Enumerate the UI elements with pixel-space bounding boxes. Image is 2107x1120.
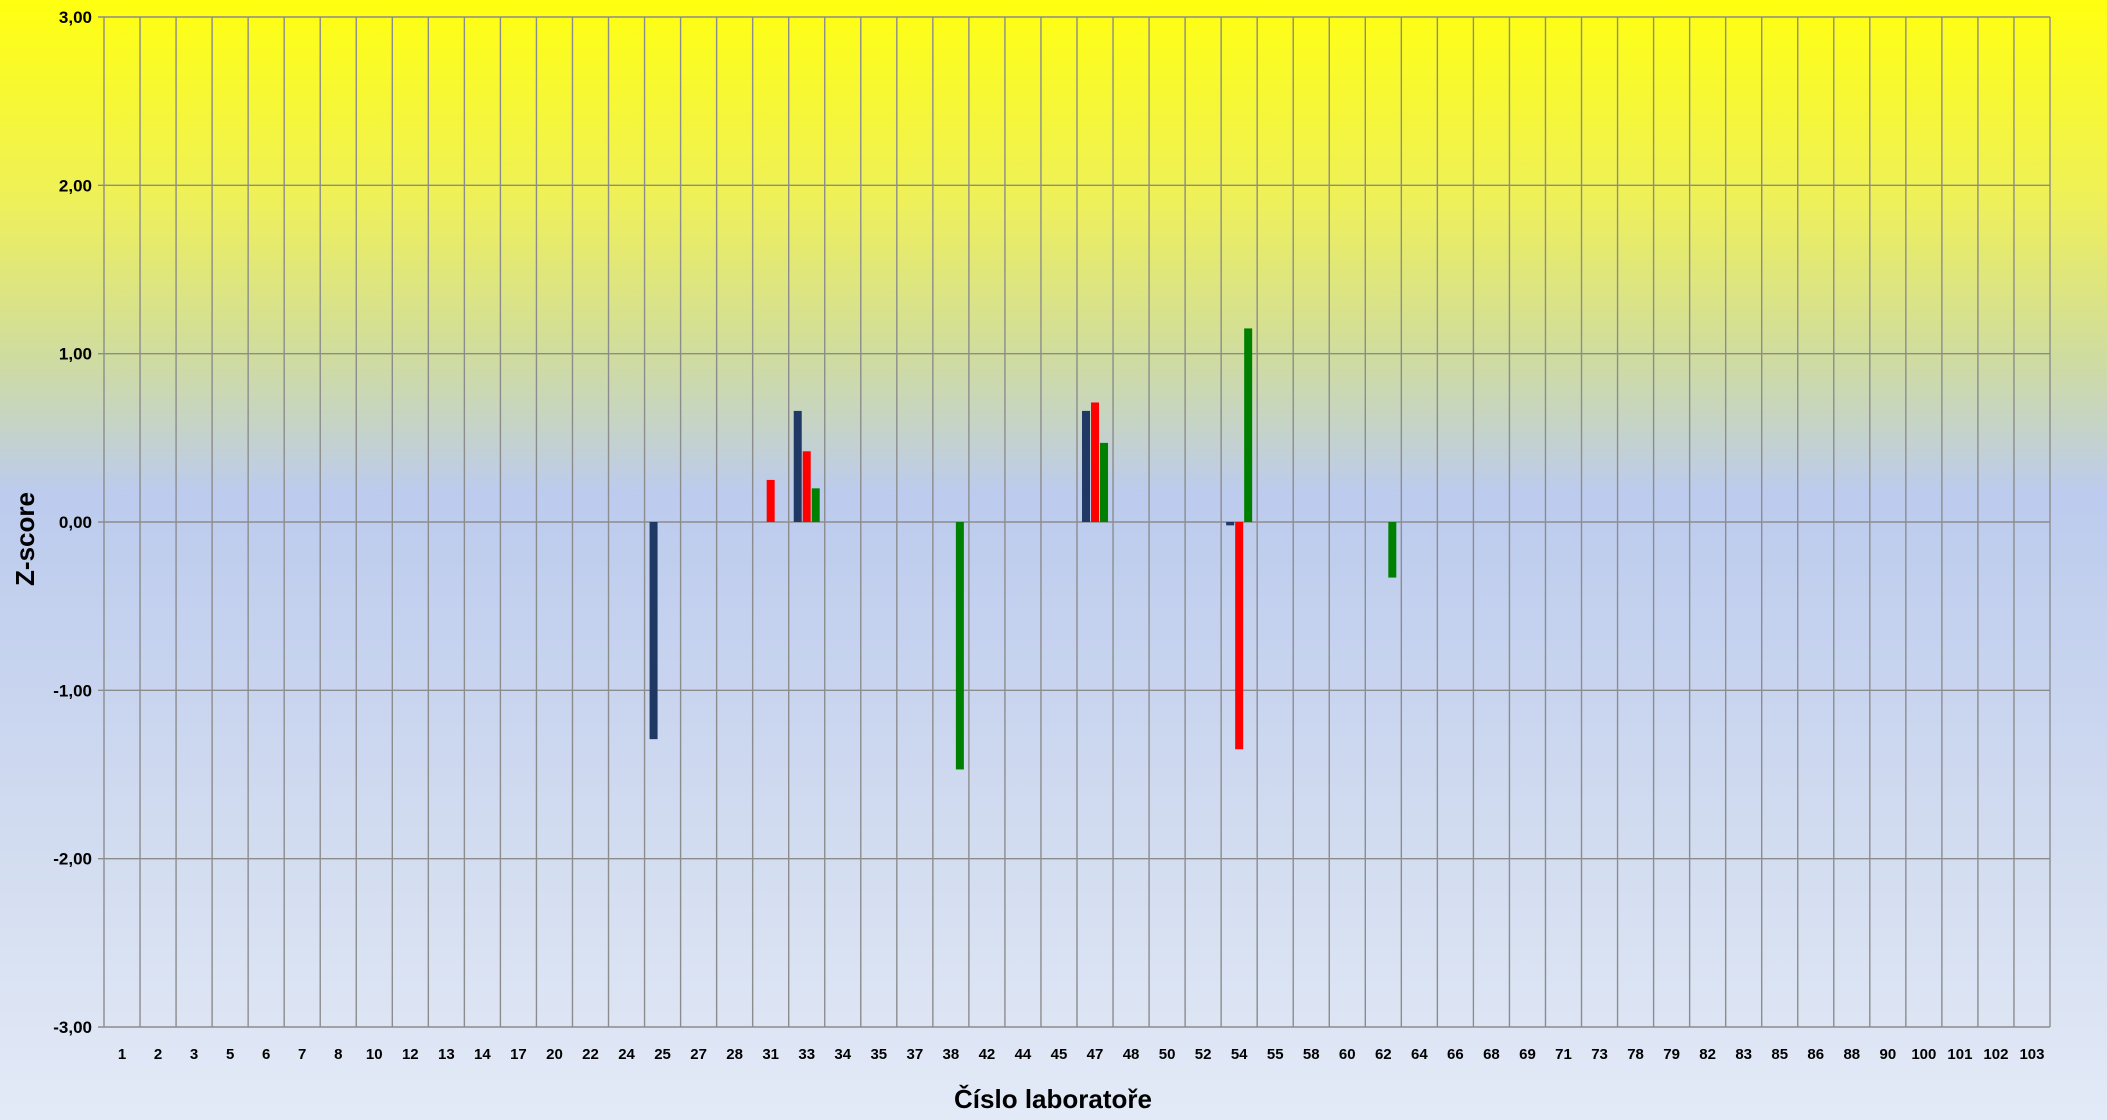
y-tick-label: -2,00 <box>53 850 92 869</box>
x-tick-label: 101 <box>1947 1046 1972 1063</box>
y-tick-labels: 3,00 2,00 1,00 0,00 -1,00 -2,00 -3,00 <box>53 8 92 1037</box>
bar <box>1244 328 1253 522</box>
bar <box>793 410 802 522</box>
x-tick-label: 2 <box>154 1046 162 1063</box>
bar <box>1235 522 1244 750</box>
y-tick-label: 1,00 <box>59 345 92 364</box>
x-tick-label: 64 <box>1411 1046 1428 1063</box>
x-tick-label: 10 <box>366 1046 383 1063</box>
x-tick-label: 6 <box>262 1046 270 1063</box>
x-tick-label: 86 <box>1807 1046 1824 1063</box>
x-tick-label: 47 <box>1087 1046 1104 1063</box>
y-tick-label: -1,00 <box>53 681 92 700</box>
x-tick-label: 79 <box>1663 1046 1680 1063</box>
x-tick-label: 12 <box>402 1046 419 1063</box>
x-tick-label: 20 <box>546 1046 563 1063</box>
x-tick-label: 58 <box>1303 1046 1320 1063</box>
x-tick-label: 73 <box>1591 1046 1608 1063</box>
bar <box>955 522 964 770</box>
x-tick-label: 17 <box>510 1046 527 1063</box>
x-tick-label: 62 <box>1375 1046 1392 1063</box>
x-tick-label: 44 <box>1015 1046 1032 1063</box>
x-tick-labels: 1 2 3 5 6 7 8 10 12 13 14 17 20 22 24 25 27 28 31 33 34 35 37 3… <box>118 1046 2045 1063</box>
bars <box>649 328 1397 770</box>
x-tick-label: 37 <box>906 1046 923 1063</box>
x-tick-label: 52 <box>1195 1046 1212 1063</box>
x-tick-label: 7 <box>298 1046 306 1063</box>
x-tick-label: 8 <box>334 1046 342 1063</box>
x-tick-label: 50 <box>1159 1046 1176 1063</box>
x-tick-label: 85 <box>1771 1046 1788 1063</box>
x-tick-label: 71 <box>1555 1046 1572 1063</box>
x-tick-label: 22 <box>582 1046 599 1063</box>
bar <box>1082 410 1091 522</box>
y-tick-label: 3,00 <box>59 8 92 27</box>
x-tick-label: 24 <box>618 1046 635 1063</box>
x-tick-label: 66 <box>1447 1046 1464 1063</box>
x-tick-label: 13 <box>438 1046 455 1063</box>
x-axis-title: Číslo laboratoře <box>954 1084 1152 1114</box>
x-tick-label: 69 <box>1519 1046 1536 1063</box>
x-tick-label: 35 <box>870 1046 887 1063</box>
bar <box>1091 402 1100 522</box>
x-tick-label: 55 <box>1267 1046 1284 1063</box>
gridlines <box>98 16 2051 1028</box>
x-tick-label: 60 <box>1339 1046 1356 1063</box>
x-tick-label: 45 <box>1051 1046 1068 1063</box>
bar <box>766 479 775 522</box>
x-tick-label: 42 <box>979 1046 996 1063</box>
bar <box>811 488 820 522</box>
x-tick-label: 14 <box>474 1046 491 1063</box>
y-axis-title: Z-score <box>10 492 40 586</box>
bar <box>802 451 811 522</box>
x-tick-label: 100 <box>1911 1046 1936 1063</box>
x-tick-label: 5 <box>226 1046 234 1063</box>
x-tick-label: 102 <box>1983 1046 2008 1063</box>
y-tick-label: -3,00 <box>53 1018 92 1037</box>
y-tick-label: 2,00 <box>59 176 92 195</box>
x-tick-label: 27 <box>690 1046 707 1063</box>
x-tick-label: 88 <box>1843 1046 1860 1063</box>
x-tick-label: 103 <box>2019 1046 2044 1063</box>
x-tick-label: 34 <box>834 1046 851 1063</box>
x-tick-label: 68 <box>1483 1046 1500 1063</box>
x-tick-label: 33 <box>798 1046 815 1063</box>
x-tick-label: 1 <box>118 1046 126 1063</box>
x-tick-label: 38 <box>943 1046 960 1063</box>
y-tick-label: 0,00 <box>59 513 92 532</box>
bar <box>1226 522 1235 526</box>
bar <box>1388 522 1397 578</box>
x-tick-label: 48 <box>1123 1046 1140 1063</box>
x-tick-label: 90 <box>1879 1046 1896 1063</box>
x-tick-label: 54 <box>1231 1046 1248 1063</box>
x-tick-label: 28 <box>726 1046 743 1063</box>
x-tick-label: 25 <box>654 1046 671 1063</box>
bar <box>1100 442 1109 522</box>
x-tick-label: 78 <box>1627 1046 1644 1063</box>
bar <box>649 522 658 740</box>
x-tick-label: 3 <box>190 1046 198 1063</box>
x-tick-label: 82 <box>1699 1046 1716 1063</box>
x-tick-label: 83 <box>1735 1046 1752 1063</box>
x-tick-label: 31 <box>762 1046 779 1063</box>
